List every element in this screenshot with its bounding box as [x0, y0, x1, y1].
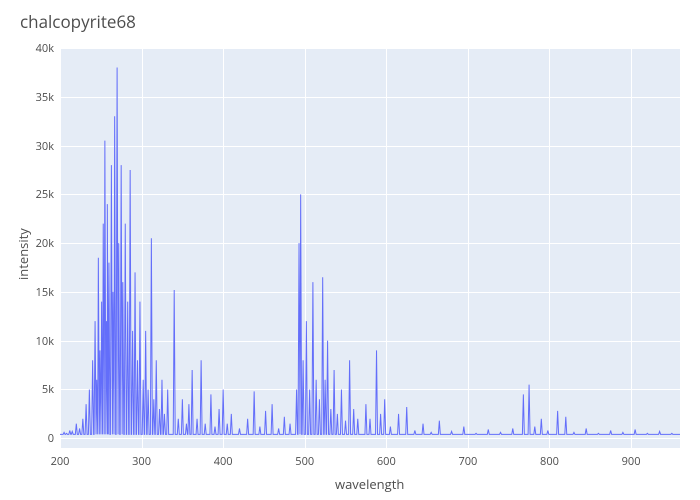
x-tick-label: 700 — [448, 454, 488, 469]
chart-title: chalcopyrite68 — [20, 10, 136, 33]
y-tick-label: 40k — [14, 41, 54, 56]
y-tick-label: 25k — [14, 187, 54, 202]
spectrum-line — [60, 48, 680, 448]
x-tick-label: 800 — [529, 454, 569, 469]
x-axis-label: wavelength — [335, 475, 404, 493]
y-tick-label: 35k — [14, 90, 54, 105]
plot-area[interactable] — [60, 48, 680, 448]
spectrum-path — [60, 68, 680, 435]
x-tick-label: 500 — [285, 454, 325, 469]
x-tick-label: 400 — [203, 454, 243, 469]
x-tick-label: 600 — [366, 454, 406, 469]
y-tick-label: 20k — [14, 236, 54, 251]
chart-container: chalcopyrite68 intensity wavelength 05k1… — [0, 0, 700, 500]
y-tick-label: 10k — [14, 334, 54, 349]
x-tick-label: 300 — [122, 454, 162, 469]
y-tick-label: 15k — [14, 285, 54, 300]
x-tick-label: 200 — [40, 454, 80, 469]
y-tick-label: 0 — [14, 431, 54, 446]
x-tick-label: 900 — [611, 454, 651, 469]
y-tick-label: 5k — [14, 382, 54, 397]
y-tick-label: 30k — [14, 139, 54, 154]
